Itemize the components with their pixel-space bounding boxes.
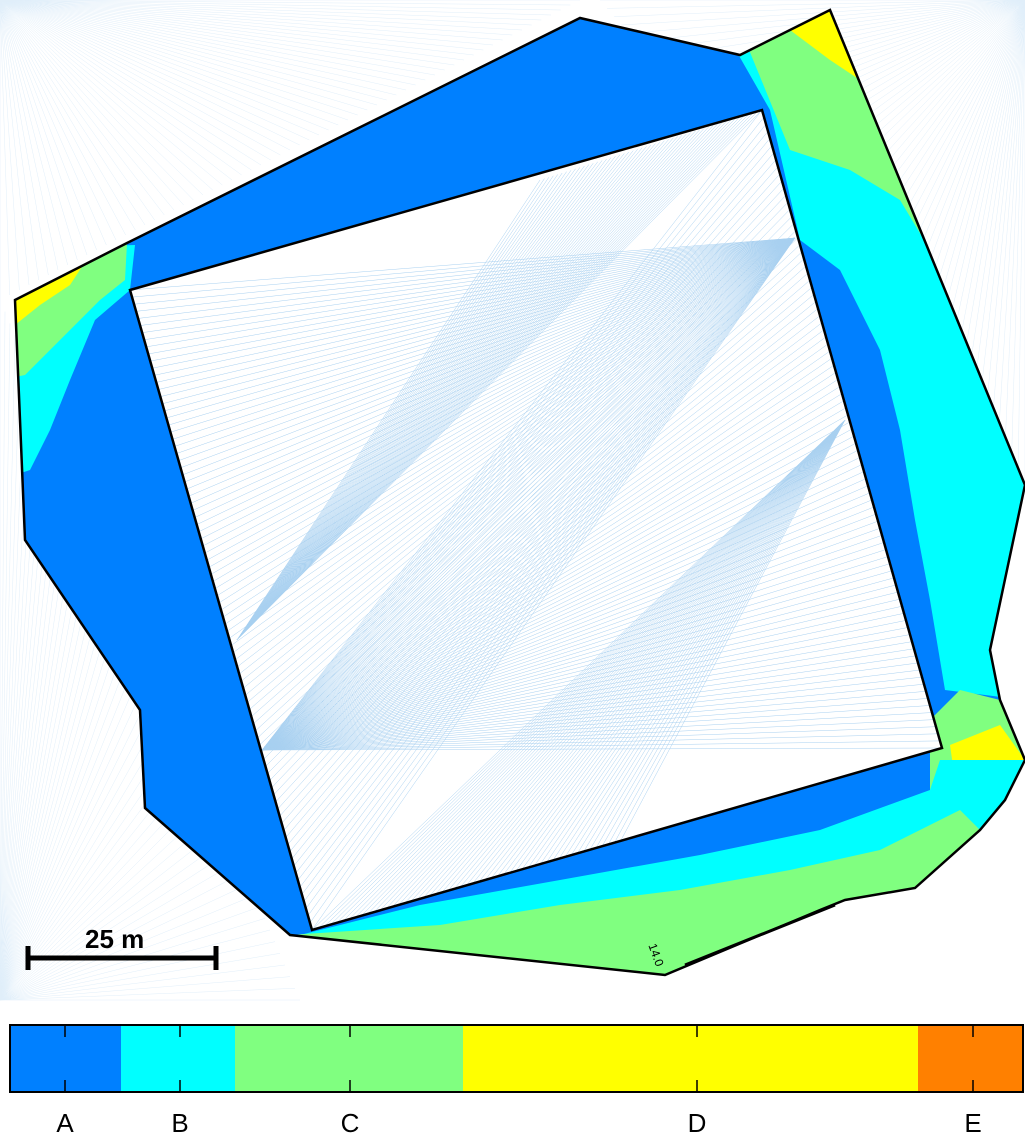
legend-ticks bbox=[64, 1025, 974, 1092]
legend-label-c: C bbox=[341, 1108, 360, 1138]
legend-swatch-e bbox=[918, 1025, 1023, 1092]
legend-swatch-c bbox=[235, 1025, 463, 1092]
legend-label-a: A bbox=[56, 1108, 74, 1138]
site-boundary bbox=[13, 8, 1025, 977]
inner-square bbox=[130, 110, 942, 930]
legend-swatch-d bbox=[463, 1025, 918, 1092]
drain-line bbox=[684, 903, 836, 967]
inner-square-outline bbox=[128, 108, 944, 932]
zone-d-right-top bbox=[790, 10, 870, 90]
legend-label-b: B bbox=[171, 1108, 188, 1138]
legend-label-e: E bbox=[964, 1108, 981, 1138]
zone-d-left bbox=[15, 262, 85, 325]
scale-bar-label: 25 m bbox=[85, 924, 144, 954]
legend-label-d: D bbox=[688, 1108, 707, 1138]
inner-fan-hatching bbox=[130, 110, 942, 930]
legend-colorbar: A B C D E bbox=[9, 1024, 1024, 1138]
scale-bar: 25 m bbox=[25, 924, 219, 970]
legend-border bbox=[9, 1024, 1024, 1093]
legend-swatch-b bbox=[121, 1025, 235, 1092]
